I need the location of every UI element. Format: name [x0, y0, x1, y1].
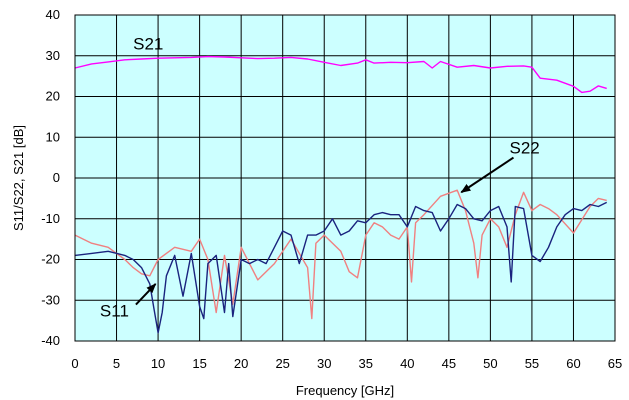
y-tick-label: -40: [41, 333, 60, 348]
x-tick-label: 15: [192, 356, 206, 371]
x-tick-label: 40: [400, 356, 414, 371]
x-tick-labels: 0 5 10 15 20 25 30 35 40 45 50 55 60 65: [71, 356, 622, 371]
y-tick-label: 20: [46, 89, 60, 104]
y-tick-labels: -40 -30 -20 -10 0 10 20 30 40: [41, 7, 60, 348]
annotation-s21: S21: [133, 35, 163, 54]
series-line-s21: [74, 55, 607, 94]
annotation-s22: S22: [509, 139, 539, 158]
annotation-s11: S11: [100, 302, 129, 321]
y-tick-label: 10: [46, 129, 60, 144]
y-tick-label: -30: [41, 292, 60, 307]
x-tick-label: 45: [442, 356, 456, 371]
y-tick-label: 30: [46, 48, 60, 63]
annotation-arrow-s11: [135, 283, 157, 306]
x-tick-label: 50: [483, 356, 497, 371]
x-tick-label: 0: [71, 356, 78, 371]
x-tick-label: 25: [275, 356, 289, 371]
y-axis-title: S11/S22, S21 [dB]: [11, 125, 26, 231]
x-tick-label: 55: [525, 356, 539, 371]
y-tick-label: -20: [41, 252, 60, 267]
x-tick-label: 60: [566, 356, 580, 371]
y-tick-label: -10: [41, 211, 60, 226]
x-axis-title: Frequency [GHz]: [296, 383, 394, 398]
series-layer: [74, 55, 608, 334]
series-line-s11: [74, 201, 608, 334]
y-tick-label: 40: [46, 7, 60, 22]
x-tick-label: 35: [359, 356, 373, 371]
x-tick-label: 20: [234, 356, 248, 371]
x-tick-label: 10: [151, 356, 165, 371]
x-tick-label: 65: [608, 356, 622, 371]
x-tick-label: 30: [317, 356, 331, 371]
y-tick-label: 0: [53, 170, 60, 185]
annotations: S21 S22 S11: [100, 35, 540, 321]
plot-frame: [74, 14, 616, 342]
series-line-s22: [74, 189, 607, 320]
x-tick-label: 5: [113, 356, 120, 371]
annotation-arrow-s22: [460, 156, 515, 194]
